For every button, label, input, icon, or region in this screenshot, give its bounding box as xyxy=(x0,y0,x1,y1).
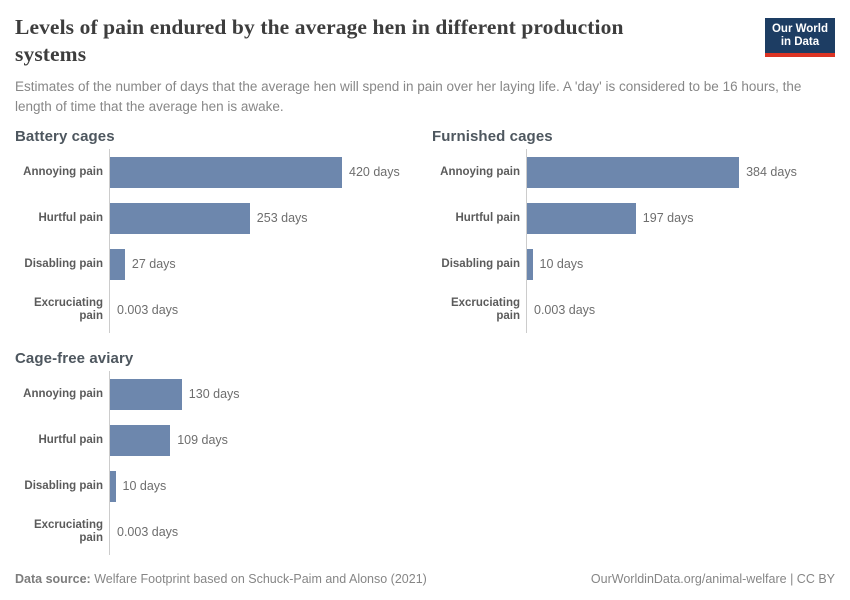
bar[interactable] xyxy=(110,202,250,234)
category-label: Disabling pain xyxy=(441,257,520,270)
bar[interactable] xyxy=(110,378,182,410)
bar-chart-furnished-cages: Furnished cages Annoying pain 384 days Hurt… xyxy=(432,127,835,333)
chart-rows: Annoying pain 130 days Hurtful pain 109 day… xyxy=(15,371,432,555)
bar[interactable] xyxy=(527,156,740,188)
value-label: 109 days xyxy=(177,433,228,447)
chart-rows: Annoying pain 384 days Hurtful pain 197 day… xyxy=(432,149,835,333)
value-label: 253 days xyxy=(256,211,308,225)
bar-row: Disabling pain 10 days xyxy=(432,241,835,287)
footer: Data source: Welfare Footprint based on … xyxy=(15,572,835,586)
value-label: 0.003 days xyxy=(117,525,179,539)
category-label: Annoying pain xyxy=(440,165,520,178)
bar-area: 0.003 days xyxy=(526,287,835,333)
data-source-note: Data source: Welfare Footprint based on … xyxy=(15,572,427,586)
category-label: Disabling pain xyxy=(24,257,103,270)
category-label: Annoying pain xyxy=(23,387,103,400)
bar-row: Hurtful pain 197 days xyxy=(432,195,835,241)
bar-chart-cage-free-aviary: Cage-free aviary Annoying pain 130 days Hur… xyxy=(15,349,432,555)
bar-row: Excruciating pain 0.003 days xyxy=(432,287,835,333)
value-label: 10 days xyxy=(122,479,167,493)
owid-logo-line2: in Data xyxy=(780,36,820,48)
bar-area: 27 days xyxy=(109,241,432,287)
bar-row: Hurtful pain 253 days xyxy=(15,195,432,241)
value-label: 0.003 days xyxy=(534,303,596,317)
data-source-value: Welfare Footprint based on Schuck-Paim a… xyxy=(94,572,427,586)
value-label: 130 days xyxy=(188,387,240,401)
category-label: Excruciating pain xyxy=(450,297,520,322)
chart-title: Cage-free aviary xyxy=(15,350,134,367)
bar-area: 197 days xyxy=(526,195,835,241)
value-label: 0.003 days xyxy=(117,303,179,317)
chart-rows: Annoying pain 420 days Hurtful pain 253 day… xyxy=(15,149,432,333)
category-label: Hurtful pain xyxy=(38,433,103,446)
value-label: 27 days xyxy=(131,257,176,271)
bar-area: 10 days xyxy=(109,463,432,509)
bar-row: Excruciating pain 0.003 days xyxy=(15,509,432,555)
bar-row: Hurtful pain 109 days xyxy=(15,417,432,463)
bar-row: Annoying pain 420 days xyxy=(15,149,432,195)
bar-row: Annoying pain 384 days xyxy=(432,149,835,195)
value-label: 197 days xyxy=(642,211,694,225)
header: Levels of pain endured by the average he… xyxy=(15,14,835,68)
category-label: Hurtful pain xyxy=(38,211,103,224)
category-label: Hurtful pain xyxy=(455,211,520,224)
category-label: Excruciating pain xyxy=(33,297,103,322)
category-label: Disabling pain xyxy=(24,479,103,492)
header-text: Levels of pain endured by the average he… xyxy=(15,14,695,68)
attribution-link[interactable]: OurWorldinData.org/animal-welfare | CC B… xyxy=(590,572,835,586)
page-title: Levels of pain endured by the average he… xyxy=(15,15,624,66)
bar-area: 384 days xyxy=(526,149,835,195)
bar[interactable] xyxy=(110,156,342,188)
owid-logo-line1: Our World xyxy=(771,23,828,35)
value-label: 384 days xyxy=(746,165,797,179)
bar-area: 130 days xyxy=(109,371,432,417)
value-label: 420 days xyxy=(349,165,400,179)
chart-title: Battery cages xyxy=(15,128,115,145)
data-source-label: Data source: xyxy=(15,572,91,586)
owid-logo[interactable]: Our World in Data xyxy=(764,18,835,57)
bar-area: 0.003 days xyxy=(109,287,432,333)
bar-row: Excruciating pain 0.003 days xyxy=(15,287,432,333)
bar-row: Disabling pain 27 days xyxy=(15,241,432,287)
chart-title: Furnished cages xyxy=(432,128,553,145)
category-label: Excruciating pain xyxy=(33,519,103,544)
charts-grid: Battery cages Annoying pain 420 days Hurtfu… xyxy=(15,127,835,555)
bar-chart-battery-cages: Battery cages Annoying pain 420 days Hurtfu… xyxy=(15,127,432,333)
bar-area: 109 days xyxy=(109,417,432,463)
page-subtitle: Estimates of the number of days that the… xyxy=(15,79,802,114)
bar[interactable] xyxy=(527,202,636,234)
bar[interactable] xyxy=(110,470,116,502)
bar[interactable] xyxy=(110,248,125,280)
category-label: Annoying pain xyxy=(23,165,103,178)
bar[interactable] xyxy=(527,248,533,280)
bar-area: 253 days xyxy=(109,195,432,241)
bar[interactable] xyxy=(110,424,171,456)
bar-area: 420 days xyxy=(109,149,432,195)
bar-row: Disabling pain 10 days xyxy=(15,463,432,509)
bar-area: 0.003 days xyxy=(109,509,432,555)
value-label: 10 days xyxy=(539,257,584,271)
bar-area: 10 days xyxy=(526,241,835,287)
bar-row: Annoying pain 130 days xyxy=(15,371,432,417)
